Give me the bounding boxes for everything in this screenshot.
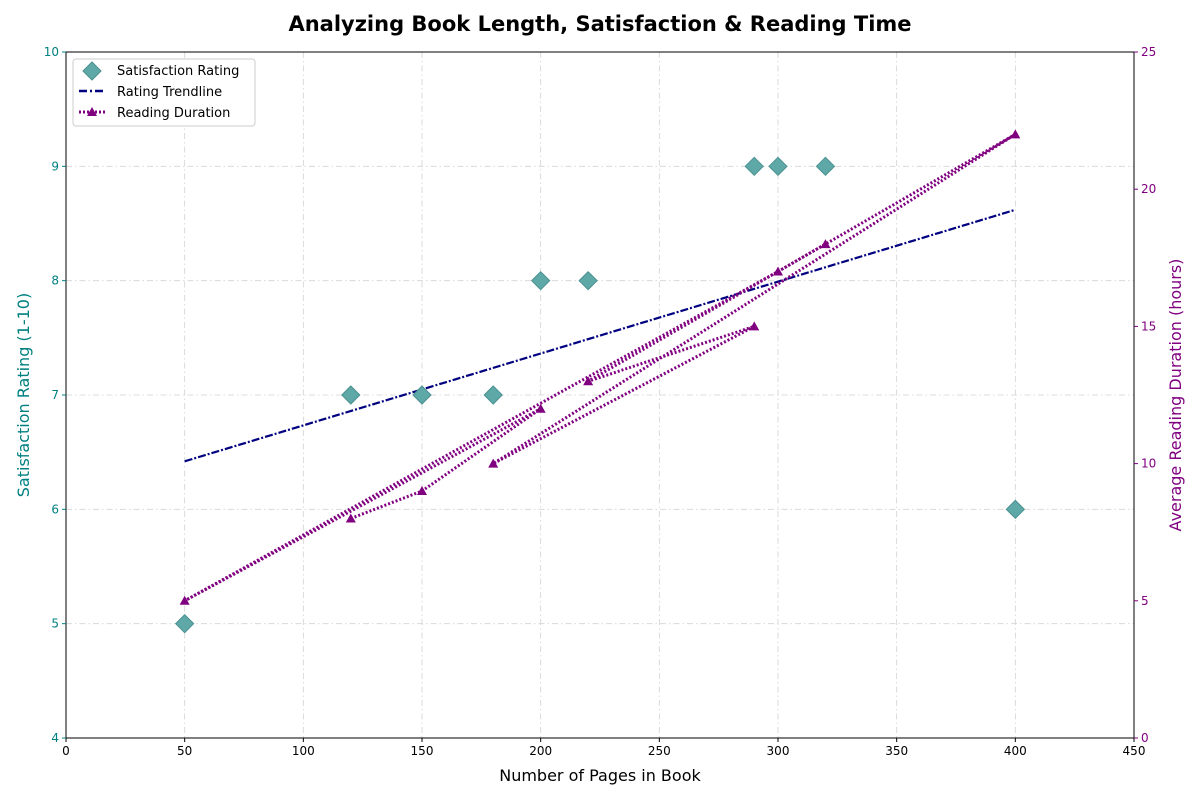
reading-duration-point (820, 239, 831, 249)
reading-duration-point (488, 458, 499, 468)
legend-entry-duration: Reading Duration (79, 106, 230, 121)
satisfaction-point (341, 385, 361, 405)
x-tick-label: 250 (648, 744, 671, 758)
y-axis-label: Satisfaction Rating (1-10) (14, 293, 33, 497)
reading-duration-point (1010, 129, 1021, 139)
y2-tick-label: 0 (1141, 731, 1149, 745)
satisfaction-point (815, 156, 836, 177)
satisfaction-point (530, 270, 551, 291)
x-tick-label: 0 (62, 744, 70, 758)
y-tick-label: 4 (51, 731, 59, 745)
x-tick-label: 100 (292, 744, 315, 758)
tick-labels: 0 50 100 150 200 250 300 350 400 4504567891005101… (44, 45, 1157, 758)
reading-duration-point (749, 321, 760, 331)
y-tick-label: 10 (44, 45, 59, 59)
y-tick-label: 8 (51, 274, 59, 288)
satisfaction-point (483, 385, 503, 405)
rating-trendline (184, 208, 1016, 463)
legend-box (72, 58, 256, 127)
satisfaction-point (768, 156, 788, 177)
satisfaction-scatter-layer (174, 156, 1026, 634)
legend-label-satisfaction: Satisfaction Rating (117, 64, 239, 79)
legend-triangle-marker (87, 107, 97, 116)
legend-diamond-marker (82, 61, 102, 81)
satisfaction-point (578, 270, 598, 291)
legend: Satisfaction Rating Rating Trendline Rea… (72, 58, 256, 127)
legend-entry-satisfaction: Satisfaction Rating (82, 61, 239, 81)
x-tick-label: 400 (1004, 744, 1027, 758)
reading-duration-point (583, 376, 594, 386)
x-tick-label: 50 (177, 744, 192, 758)
satisfaction-point (744, 156, 764, 177)
trendline-layer (184, 208, 1016, 463)
y2-tick-label: 25 (1141, 45, 1156, 59)
x-tick-label: 200 (529, 744, 552, 758)
legend-label-duration: Reading Duration (117, 106, 230, 121)
x-tick-label: 150 (411, 744, 434, 758)
y-tick-label: 5 (51, 617, 59, 631)
y-tick-label: 7 (51, 388, 59, 402)
chart-title: Analyzing Book Length, Satisfaction & Re… (288, 12, 911, 36)
y2-axis-label: Average Reading Duration (hours) (1166, 259, 1185, 532)
x-tick-label: 450 (1123, 744, 1146, 758)
grid-lines (66, 52, 1134, 738)
reading-duration-point (345, 513, 356, 523)
reading-duration-point (417, 486, 427, 496)
y-tick-label: 6 (51, 502, 59, 516)
x-axis-label: Number of Pages in Book (499, 766, 701, 785)
y2-tick-label: 10 (1141, 457, 1156, 471)
satisfaction-point (1005, 499, 1026, 520)
y2-tick-label: 5 (1141, 594, 1149, 608)
y-tick-label: 9 (51, 159, 59, 173)
legend-entry-trendline: Rating Trendline (79, 85, 222, 100)
reading-duration-point (773, 266, 783, 276)
reading-duration-line (183, 133, 1017, 603)
reading-duration-point (179, 595, 190, 605)
reading-duration-point (535, 403, 546, 413)
x-tick-label: 300 (767, 744, 790, 758)
satisfaction-point (412, 385, 432, 405)
y2-tick-label: 20 (1141, 182, 1156, 196)
x-tick-label: 350 (885, 744, 908, 758)
legend-label-trendline: Rating Trendline (117, 85, 222, 100)
satisfaction-point (174, 613, 195, 634)
y2-tick-label: 15 (1141, 319, 1156, 333)
reading-duration-layer (179, 129, 1021, 605)
